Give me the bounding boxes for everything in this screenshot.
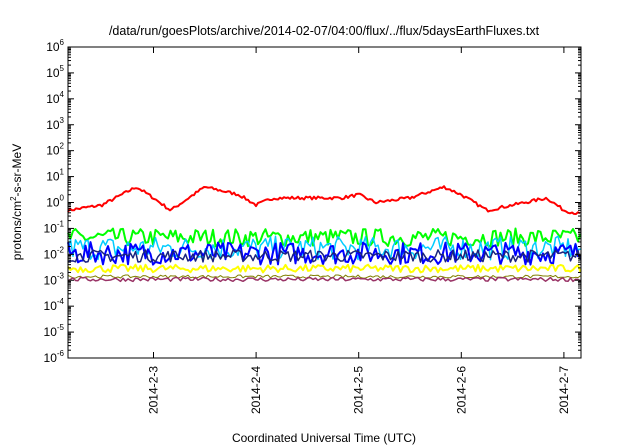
series-line-4: [67, 241, 581, 266]
x-axis: 2014-2-3 2014-2-4 2014-2-5 2014-2-6 2014-2-7: [147, 47, 571, 414]
y-tick-label: 10-6: [44, 349, 65, 365]
y-axis-label-units: -s-sr-MeV: [10, 144, 24, 197]
series-line-1: [67, 185, 581, 215]
y-axis-label-main: protons/cm: [10, 201, 24, 260]
y-tick-label: 10-5: [44, 323, 65, 339]
y-axis: 10-6 10-5 10-4 10-3 10-2 10-1 100 101 102 103 104 1…: [44, 38, 581, 365]
x-tick-label: 2014-2-3: [147, 366, 161, 414]
y-tick-label: 10-2: [44, 245, 65, 261]
x-axis-label: Coordinated Universal Time (UTC): [232, 431, 416, 445]
x-tick-label: 2014-2-7: [557, 366, 571, 414]
series-line-6: [67, 263, 582, 274]
plot-frame: [67, 46, 582, 359]
x-tick-label: 2014-2-6: [454, 366, 468, 414]
y-tick-label: 10-4: [44, 297, 65, 313]
series-line-8: [67, 276, 581, 283]
y-tick-label: 10-1: [44, 219, 65, 235]
y-tick-label: 103: [46, 116, 64, 132]
y-axis-label: protons/cm2-s-sr-MeV: [9, 144, 24, 260]
y-tick-label: 104: [46, 90, 64, 106]
plot-series: [67, 185, 582, 283]
y-tick-label: 105: [46, 64, 64, 80]
x-tick-label: 2014-2-5: [352, 366, 366, 414]
x-tick-label: 2014-2-4: [249, 366, 263, 414]
chart-title: /data/run/goesPlots/archive/2014-02-07/0…: [109, 24, 540, 38]
series-line-2: [67, 227, 582, 248]
series-line-3: [67, 235, 581, 261]
y-tick-label: 106: [46, 38, 64, 54]
series-line-7: [67, 274, 581, 279]
y-tick-label: 102: [46, 142, 64, 158]
y-tick-label: 101: [46, 168, 64, 184]
y-tick-label: 100: [46, 194, 64, 210]
y-tick-label: 10-3: [44, 271, 65, 287]
y-axis-label-superscript: 2: [9, 196, 18, 201]
series-line-5: [67, 249, 582, 263]
